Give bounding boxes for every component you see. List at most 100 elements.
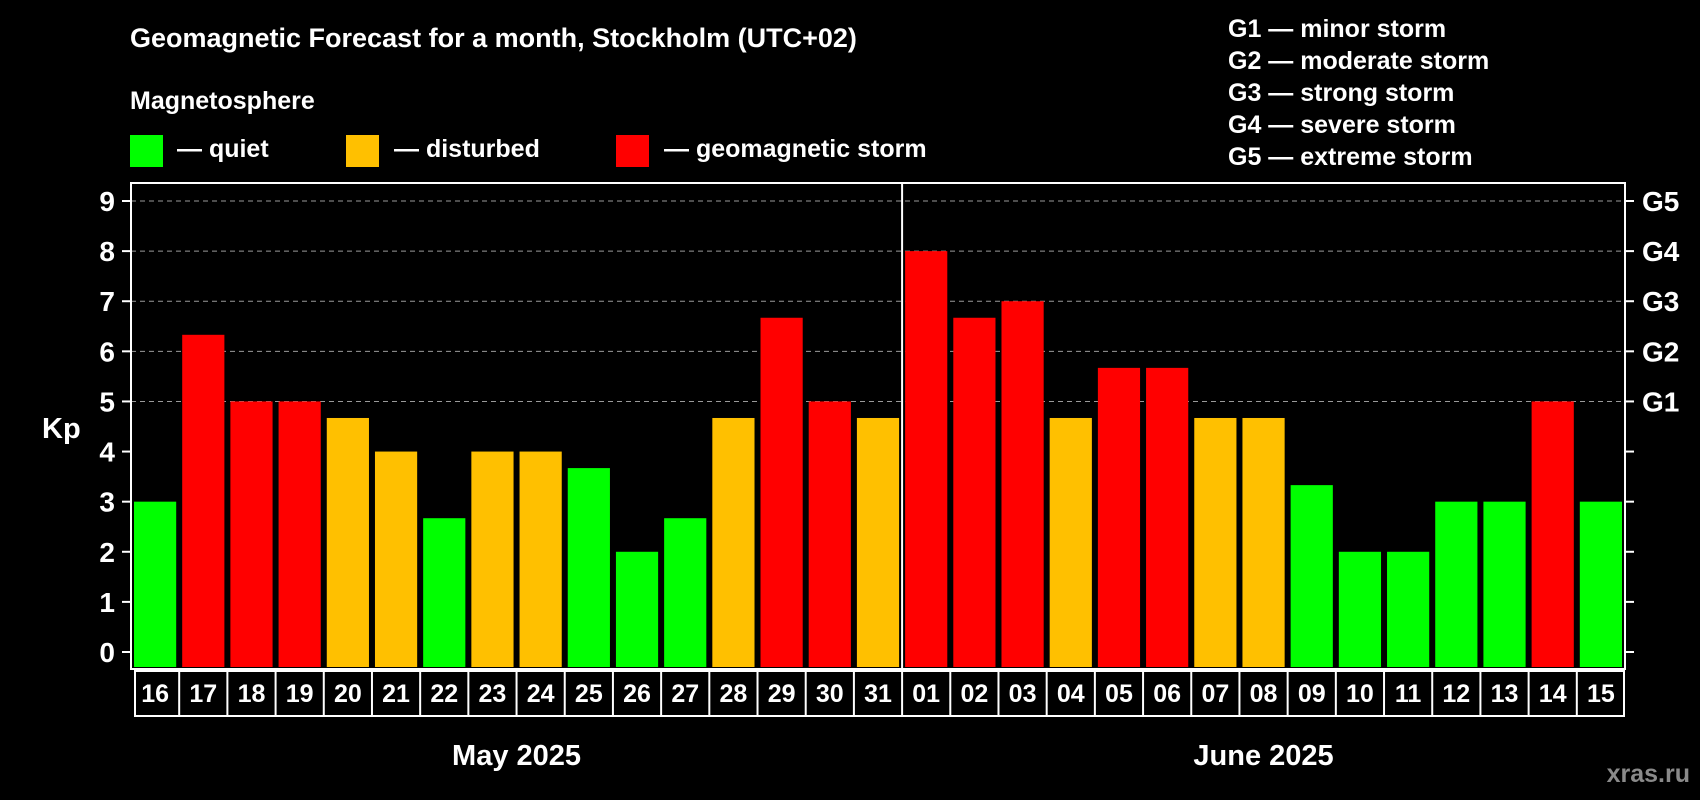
- bar-13-june: [1483, 501, 1526, 667]
- watermark: xras.ru: [1607, 760, 1690, 788]
- right-tick-label-g3: G3: [1642, 286, 1679, 317]
- right-ticks: G1 G2 G3 G4 G5: [1625, 186, 1680, 653]
- right-tick-label-g5: G5: [1642, 186, 1679, 217]
- date-row-frame: [134, 670, 1625, 717]
- x-tick-label-30-may: 30: [816, 680, 844, 708]
- y-tick-label-8: 8: [99, 236, 115, 267]
- legend-swatch-storm: [616, 135, 649, 167]
- plot-frame: [130, 182, 1626, 670]
- x-tick-label-12-june: 12: [1442, 680, 1470, 708]
- x-tick-label-06-june: 06: [1153, 680, 1181, 708]
- bar-11-june: [1387, 551, 1430, 667]
- x-tick-label-02-june: 02: [960, 680, 988, 708]
- x-tick-label-13-june: 13: [1491, 680, 1519, 708]
- bar-08-june: [1242, 417, 1285, 667]
- bar-25-may: [567, 468, 610, 667]
- x-tick-label-08-june: 08: [1250, 680, 1278, 708]
- x-tick-label-19-may: 19: [286, 680, 314, 708]
- bar-14-june: [1531, 401, 1574, 667]
- bar-30-may: [808, 401, 851, 667]
- bar-15-june: [1579, 501, 1622, 667]
- x-tick-label-31-may: 31: [864, 680, 892, 708]
- month-labels: May 2025 June 2025: [452, 740, 1334, 772]
- legend-item-disturbed: — disturbed: [346, 135, 540, 167]
- x-tick-label-01-june: 01: [912, 680, 940, 708]
- x-tick-label-29-may: 29: [768, 680, 796, 708]
- x-tick-label-21-may: 21: [382, 680, 410, 708]
- axes: [130, 182, 1626, 670]
- x-tick-label-15-june: 15: [1587, 680, 1615, 708]
- bar-24-may: [519, 451, 562, 667]
- y-tick-label-1: 1: [99, 587, 115, 618]
- legend-swatch-disturbed: [346, 135, 379, 167]
- x-tick-label-28-may: 28: [720, 680, 748, 708]
- date-row: 16 17 18 19 20 21 22 23 24 25 26 27 28 29 30 31 01 02 03 04…: [134, 670, 1625, 717]
- bar-21-may: [374, 451, 418, 667]
- x-tick-label-27-may: 27: [671, 680, 699, 708]
- legend-item-storm: — geomagnetic storm: [616, 135, 927, 167]
- bar-20-may: [326, 417, 369, 667]
- x-tick-label-24-may: 24: [527, 680, 555, 708]
- bar-01-june: [905, 251, 948, 667]
- right-tick-label-g1: G1: [1642, 386, 1679, 417]
- x-tick-label-14-june: 14: [1539, 680, 1567, 708]
- bar-27-may: [664, 518, 707, 667]
- bar-10-june: [1338, 551, 1382, 667]
- right-tick-label-g2: G2: [1642, 336, 1679, 367]
- y-tick-label-6: 6: [99, 336, 115, 367]
- bars: [134, 251, 1622, 667]
- x-tick-label-09-june: 09: [1298, 680, 1326, 708]
- x-tick-label-03-june: 03: [1009, 680, 1037, 708]
- bar-28-may: [712, 417, 755, 667]
- x-tick-label-05-june: 05: [1105, 680, 1133, 708]
- storm-scale-g3: G3 — strong storm: [1228, 79, 1454, 107]
- storm-scale-g1: G1 — minor storm: [1228, 15, 1446, 43]
- x-tick-label-20-may: 20: [334, 680, 362, 708]
- legend-label-disturbed: — disturbed: [394, 135, 540, 163]
- bar-05-june: [1097, 367, 1141, 667]
- bar-09-june: [1290, 485, 1333, 667]
- month-label-1: June 2025: [1193, 740, 1333, 772]
- bar-22-may: [423, 518, 466, 667]
- y-tick-label-2: 2: [99, 537, 115, 568]
- x-tick-label-11-june: 11: [1395, 680, 1422, 708]
- bar-23-may: [471, 451, 514, 667]
- bar-03-june: [1001, 301, 1044, 667]
- legend-swatch-quiet: [130, 135, 163, 167]
- x-tick-label-26-may: 26: [623, 680, 651, 708]
- y-tick-label-0: 0: [99, 637, 115, 668]
- x-tick-label-23-may: 23: [479, 680, 507, 708]
- bar-31-may: [856, 417, 900, 667]
- chart-title: Geomagnetic Forecast for a month, Stockh…: [130, 23, 857, 53]
- bar-16-may: [134, 501, 177, 667]
- x-tick-label-17-may: 17: [189, 680, 217, 708]
- right-tick-label-g4: G4: [1642, 236, 1680, 267]
- month-label-0: May 2025: [452, 740, 581, 772]
- bar-29-may: [760, 317, 803, 667]
- bar-07-june: [1194, 417, 1237, 667]
- legend-item-quiet: — quiet: [130, 135, 269, 167]
- storm-scale-legend: G1 — minor storm G2 — moderate storm G3 …: [1228, 15, 1489, 171]
- legend-label-storm: — geomagnetic storm: [664, 135, 927, 163]
- legend-heading: Magnetosphere: [130, 87, 315, 115]
- bar-12-june: [1435, 501, 1478, 667]
- y-tick-label-7: 7: [99, 286, 115, 317]
- y-tick-label-5: 5: [99, 386, 115, 417]
- x-tick-label-18-may: 18: [238, 680, 266, 708]
- y-axis-label: Kp: [42, 413, 81, 445]
- grid-lines: [131, 200, 1625, 402]
- x-tick-label-16-may: 16: [141, 680, 169, 708]
- y-tick-label-4: 4: [99, 437, 115, 468]
- storm-scale-g5: G5 — extreme storm: [1228, 143, 1473, 171]
- bar-17-may: [182, 334, 225, 667]
- bar-02-june: [953, 317, 996, 667]
- y-tick-label-9: 9: [99, 186, 115, 217]
- x-tick-label-25-may: 25: [575, 680, 603, 708]
- x-tick-label-04-june: 04: [1057, 680, 1085, 708]
- legend-label-quiet: — quiet: [177, 135, 269, 163]
- bar-06-june: [1146, 367, 1189, 667]
- bar-04-june: [1049, 417, 1092, 667]
- x-tick-label-07-june: 07: [1201, 680, 1229, 708]
- storm-scale-g2: G2 — moderate storm: [1228, 47, 1489, 75]
